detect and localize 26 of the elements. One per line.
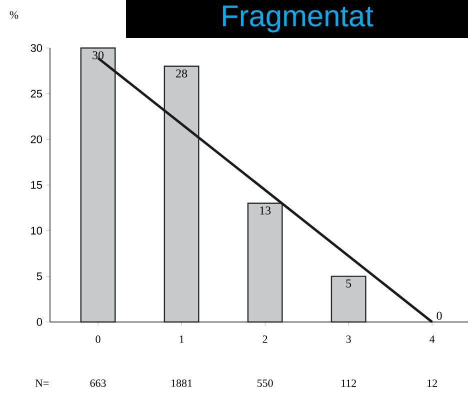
text: 1881	[172, 380, 192, 387]
data-label: 13	[260, 206, 271, 214]
y-axis-title: %	[10, 11, 18, 19]
data-label: 28	[176, 69, 188, 78]
text: 663	[90, 380, 106, 387]
x-tick-label: 0	[96, 336, 100, 343]
y-tick-label: 25	[30, 90, 42, 98]
y-tick-label: 20	[30, 135, 42, 144]
data-label: 5	[346, 280, 352, 288]
bar	[330, 276, 366, 323]
y-tick-label: 10	[31, 226, 42, 235]
data-label: 30	[92, 51, 104, 60]
y-tick-label: 15	[31, 181, 42, 189]
y-tick-label: 0	[36, 318, 42, 326]
chart-title: Fragmentat	[223, 6, 374, 32]
y-tick-label: 30	[30, 44, 42, 52]
y-tick-label: 5	[36, 272, 42, 280]
text: N=	[35, 380, 49, 387]
text: 112	[342, 380, 356, 387]
text: 550	[257, 380, 273, 387]
data-label: 0	[436, 312, 442, 320]
x-tick-label: 4	[430, 336, 435, 343]
text: 12	[428, 380, 437, 387]
x-tick-label: 3	[346, 336, 351, 343]
x-tick-label: 1	[180, 336, 184, 343]
x-tick-label: 2	[262, 336, 268, 343]
